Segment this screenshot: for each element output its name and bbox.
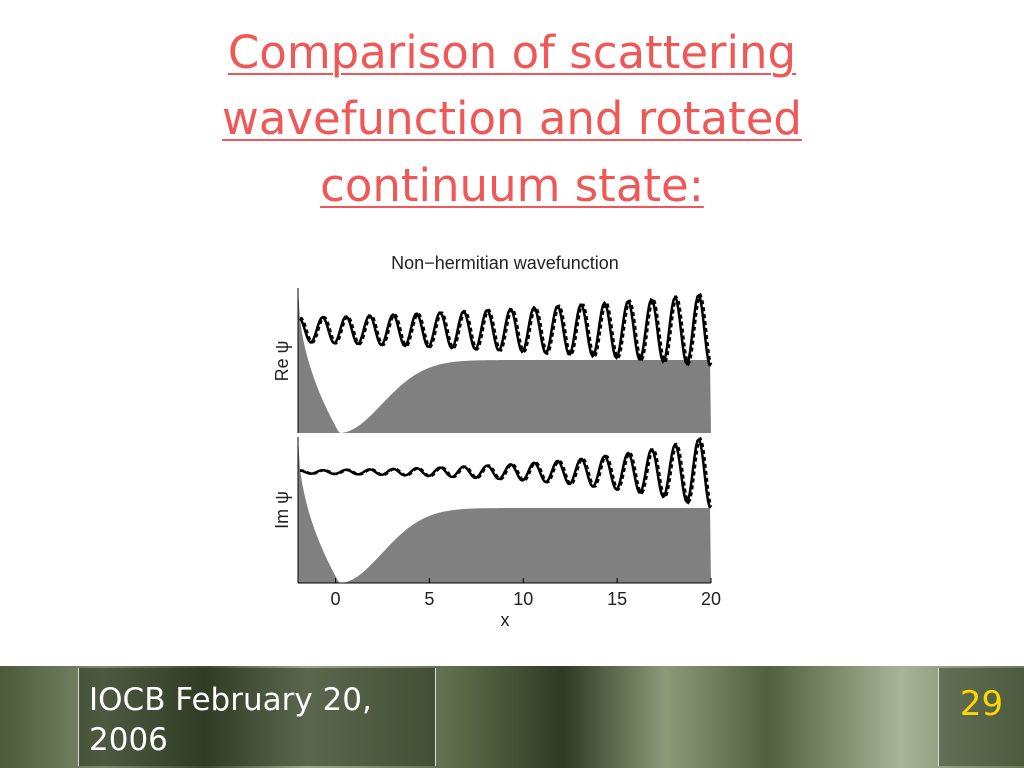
wave-curve (298, 293, 712, 367)
y-label: Re ψ (272, 341, 292, 382)
x-tick-label: 0 (331, 589, 341, 609)
x-label: x (501, 610, 510, 630)
footer-text: IOCB February 20, 2006 (78, 668, 436, 766)
footer: IOCB February 20, 2006 29 (0, 666, 1024, 768)
potential (298, 288, 711, 433)
title-line: Comparison of scattering (227, 26, 797, 79)
wave-curve (299, 292, 713, 367)
figure: Non−hermitian wavefunction Re ψ Im ψ x 0… (272, 253, 721, 630)
x-tick-label: 10 (513, 589, 533, 609)
wave-curve (300, 436, 713, 508)
title-line: continuum state: (320, 159, 704, 212)
x-tick-label: 15 (607, 589, 627, 609)
figure-title: Non−hermitian wavefunction (391, 253, 619, 273)
y-label: Im ψ (272, 491, 292, 529)
x-tick-label: 5 (424, 589, 434, 609)
potential (298, 437, 711, 583)
x-tick-label: 20 (701, 589, 721, 609)
page-number: 29 (938, 668, 1024, 766)
title-line: wavefunction and rotated (222, 92, 802, 145)
